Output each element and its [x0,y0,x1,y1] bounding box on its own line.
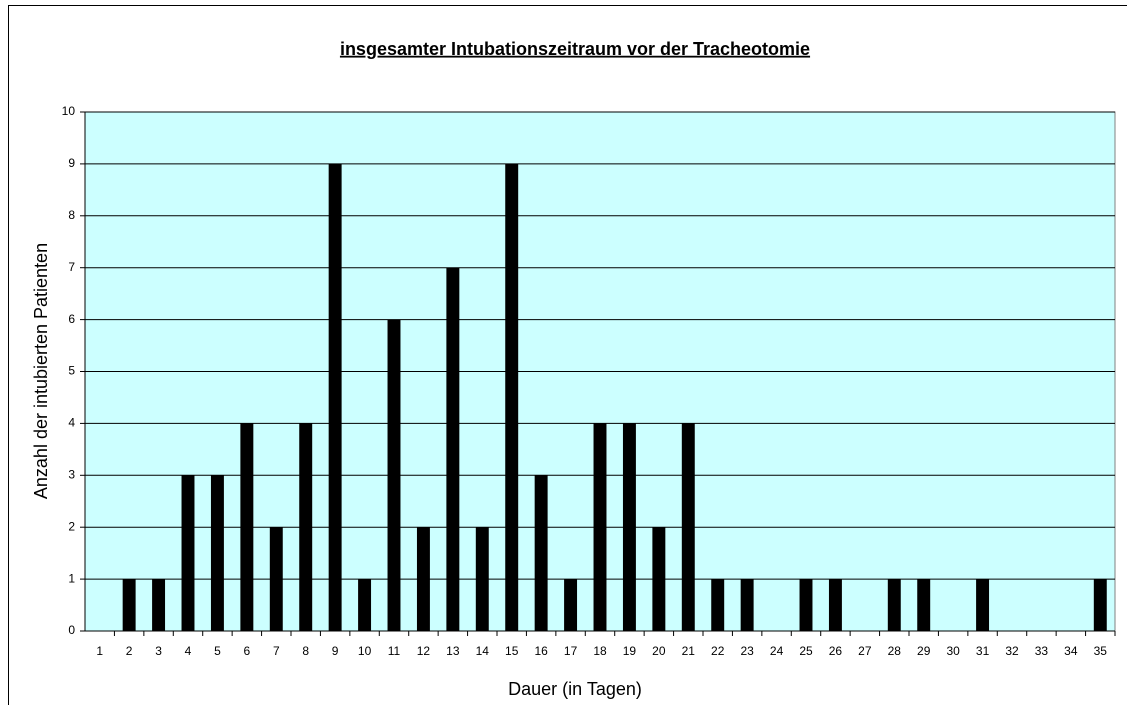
bar [387,319,401,631]
bar [652,527,666,631]
y-tick-label: 0 [68,623,75,637]
y-tick-label: 3 [68,467,75,481]
bar [976,579,990,631]
x-tick-label: 2 [126,644,133,658]
bar [475,527,489,631]
bar [534,475,548,631]
bar [917,579,931,631]
y-tick-label: 9 [68,156,75,170]
x-tick-label: 9 [332,644,339,658]
x-tick-label: 27 [858,644,872,658]
x-tick-label: 34 [1064,644,1078,658]
x-tick-label: 33 [1035,644,1049,658]
x-tick-label: 1 [96,644,103,658]
bar [269,527,283,631]
bar [1093,579,1107,631]
x-tick-label: 25 [799,644,813,658]
bar [210,475,224,631]
y-tick-label: 1 [68,571,75,585]
x-tick-label: 14 [476,644,490,658]
y-tick-label: 5 [68,364,75,378]
x-tick-label: 30 [946,644,960,658]
bar [358,579,372,631]
x-tick-label: 22 [711,644,725,658]
x-tick-label: 5 [214,644,221,658]
x-tick-label: 28 [888,644,902,658]
y-axis-label: Anzahl der intubierten Patienten [31,243,51,499]
bar [152,579,166,631]
x-tick-label: 18 [593,644,607,658]
bar [122,579,136,631]
x-tick-label: 4 [185,644,192,658]
x-tick-label: 29 [917,644,931,658]
y-tick-label: 2 [68,519,75,533]
x-axis-label: Dauer (in Tagen) [508,679,642,699]
bar [711,579,725,631]
x-tick-label: 10 [358,644,372,658]
x-tick-label: 19 [623,644,637,658]
x-tick-label: 21 [682,644,696,658]
bar [740,579,754,631]
x-tick-label: 12 [417,644,431,658]
x-tick-label: 15 [505,644,519,658]
bar [887,579,901,631]
x-tick-label: 17 [564,644,578,658]
x-tick-label: 31 [976,644,990,658]
bar [828,579,842,631]
x-tick-label: 6 [244,644,251,658]
bar [622,423,636,631]
bar [416,527,430,631]
bar [505,163,519,631]
bar [328,163,342,631]
x-tick-label: 20 [652,644,666,658]
bar [299,423,313,631]
x-tick-label: 7 [273,644,280,658]
x-tick-label: 24 [770,644,784,658]
chart-title: insgesamter Intubationszeitraum vor der … [340,39,810,59]
x-tick-label: 13 [446,644,460,658]
x-tick-label: 26 [829,644,843,658]
bar [240,423,254,631]
y-tick-label: 7 [68,260,75,274]
bar [564,579,578,631]
x-tick-label: 8 [302,644,309,658]
x-tick-label: 11 [388,644,401,658]
bar [681,423,695,631]
bar [799,579,813,631]
bar [593,423,607,631]
x-tick-label: 32 [1005,644,1019,658]
x-tick-label: 35 [1094,644,1108,658]
bar [446,267,460,631]
x-tick-label: 3 [155,644,162,658]
y-tick-label: 6 [68,312,75,326]
y-tick-label: 8 [68,208,75,222]
bar [181,475,195,631]
x-tick-label: 16 [534,644,548,658]
y-tick-label: 4 [68,416,75,430]
y-tick-label: 10 [62,104,76,118]
x-tick-label: 23 [740,644,754,658]
